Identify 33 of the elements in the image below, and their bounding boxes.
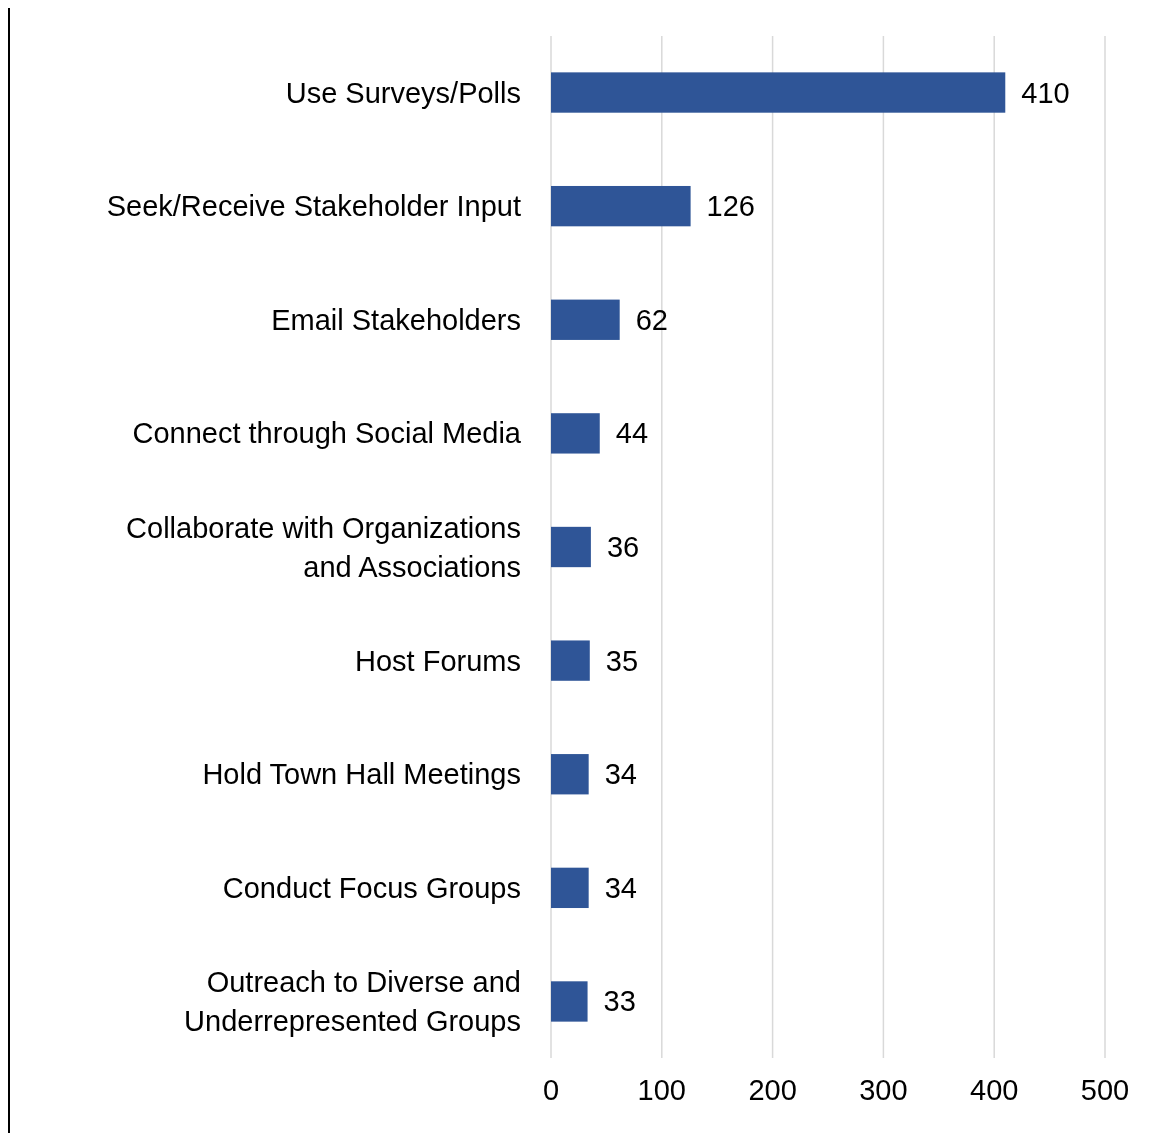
bar <box>551 981 588 1022</box>
data-label: 35 <box>605 644 639 677</box>
data-label: 410 <box>1021 76 1070 109</box>
y-tick-label: Host Forums <box>355 644 521 677</box>
data-label: 126 <box>706 190 755 223</box>
data-label: 62 <box>635 303 668 336</box>
bar <box>551 640 590 681</box>
y-tick-label: Email Stakeholders <box>271 303 521 336</box>
bar <box>551 299 620 340</box>
x-tick-label: 100 <box>637 1074 686 1106</box>
y-tick-label: Hold Town Hall Meetings <box>202 758 521 791</box>
y-tick-label: Seek/Receive Stakeholder Input <box>106 190 521 223</box>
x-tick-label: 400 <box>970 1074 1019 1106</box>
bar <box>551 185 691 227</box>
x-tick-label: 500 <box>1080 1074 1130 1106</box>
data-label: 36 <box>606 531 640 563</box>
y-tick-label: Conduct Focus Groups <box>222 871 521 904</box>
data-label: 34 <box>604 758 637 791</box>
y-tick-label: Connect through Social Media <box>132 417 522 450</box>
bar <box>551 413 600 454</box>
data-label: 44 <box>615 417 649 450</box>
x-tick-label: 0 <box>542 1074 560 1106</box>
bar <box>551 867 589 909</box>
bar <box>551 72 1006 113</box>
x-tick-label: 200 <box>748 1074 797 1106</box>
x-tick-label: 300 <box>859 1074 908 1106</box>
data-label: 33 <box>603 985 636 1018</box>
bar <box>551 754 589 795</box>
y-tick-label: Outreach to Diverse and Underrepresented Groups <box>184 965 521 1037</box>
y-tick-label: Collaborate with Organizations and Associations <box>126 511 521 583</box>
data-label: 34 <box>604 871 637 904</box>
bar <box>551 526 591 568</box>
y-tick-label: Use Surveys/Polls <box>285 76 521 109</box>
